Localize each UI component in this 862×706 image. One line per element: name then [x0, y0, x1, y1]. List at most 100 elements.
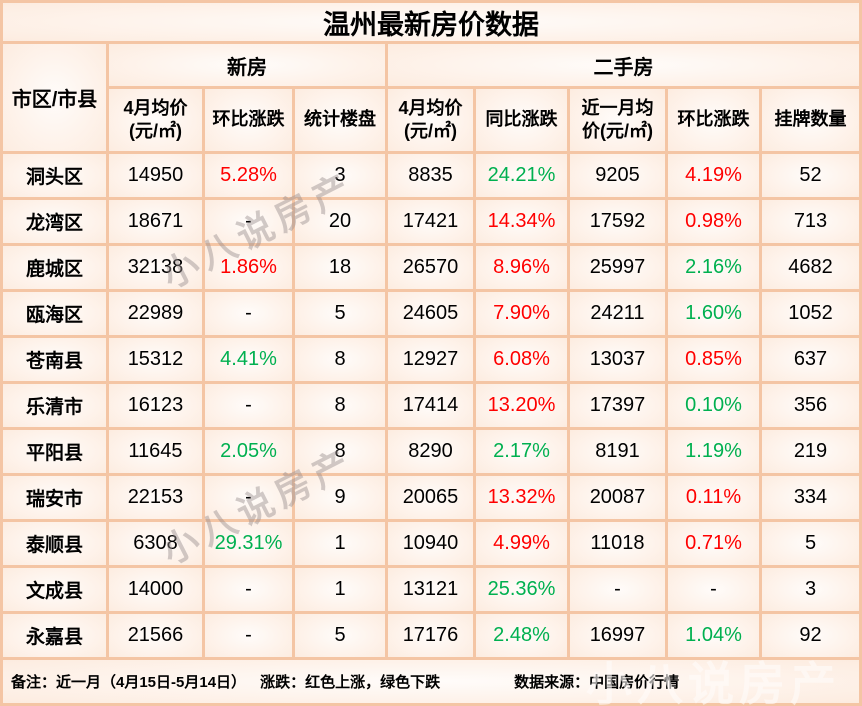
value-cell: 5	[295, 614, 385, 657]
value-cell: 24.21%	[476, 154, 567, 197]
value-cell: 1	[295, 568, 385, 611]
group-header-new-homes: 新房	[109, 44, 385, 86]
region-cell: 平阳县	[3, 430, 106, 473]
value-cell: -	[668, 568, 759, 611]
corner-header: 市区/市县	[3, 44, 106, 151]
value-cell: 0.98%	[668, 200, 759, 243]
value-cell: 8191	[570, 430, 665, 473]
footer-color-legend: 涨跌：红色上涨，绿色下跌	[260, 674, 441, 691]
value-cell: 18671	[109, 200, 202, 243]
value-cell: 9205	[570, 154, 665, 197]
region-cell: 鹿城区	[3, 246, 106, 289]
value-cell: 2.17%	[476, 430, 567, 473]
region-cell: 洞头区	[3, 154, 106, 197]
value-cell: 8290	[388, 430, 473, 473]
value-cell: 17397	[570, 384, 665, 427]
value-cell: 10940	[388, 522, 473, 565]
footer-note: 备注：近一月（4月15日-5月14日）	[11, 674, 247, 691]
header-sh-listing-count: 挂牌数量	[762, 89, 859, 151]
value-cell: 4.19%	[668, 154, 759, 197]
region-cell: 瑞安市	[3, 476, 106, 519]
value-cell: 6308	[109, 522, 202, 565]
value-cell: -	[205, 476, 292, 519]
value-cell: -	[205, 614, 292, 657]
value-cell: 1	[295, 522, 385, 565]
header-new-project-count: 统计楼盘	[295, 89, 385, 151]
value-cell: 14000	[109, 568, 202, 611]
value-cell: 4.99%	[476, 522, 567, 565]
value-cell: 5	[295, 292, 385, 335]
footer-data-source: 数据来源：中国房价行情	[514, 674, 680, 691]
value-cell: 22153	[109, 476, 202, 519]
value-cell: 3	[762, 568, 859, 611]
value-cell: 12927	[388, 338, 473, 381]
value-cell: -	[205, 200, 292, 243]
value-cell: 2.48%	[476, 614, 567, 657]
header-new-april-price: 4月均价 (元/㎡)	[109, 89, 202, 151]
value-cell: 6.08%	[476, 338, 567, 381]
value-cell: 92	[762, 614, 859, 657]
value-cell: 0.71%	[668, 522, 759, 565]
value-cell: 14.34%	[476, 200, 567, 243]
value-cell: 20065	[388, 476, 473, 519]
value-cell: 1052	[762, 292, 859, 335]
region-cell: 龙湾区	[3, 200, 106, 243]
value-cell: 334	[762, 476, 859, 519]
region-cell: 泰顺县	[3, 522, 106, 565]
value-cell: 1.19%	[668, 430, 759, 473]
value-cell: 17592	[570, 200, 665, 243]
value-cell: 20087	[570, 476, 665, 519]
region-cell: 文成县	[3, 568, 106, 611]
value-cell: 25997	[570, 246, 665, 289]
value-cell: 17414	[388, 384, 473, 427]
value-cell: 25.36%	[476, 568, 567, 611]
value-cell: 15312	[109, 338, 202, 381]
header-sh-mom-change: 环比涨跌	[668, 89, 759, 151]
value-cell: 0.85%	[668, 338, 759, 381]
value-cell: 32138	[109, 246, 202, 289]
value-cell: 20	[295, 200, 385, 243]
value-cell: 356	[762, 384, 859, 427]
value-cell: 4.41%	[205, 338, 292, 381]
header-sh-yoy-change: 同比涨跌	[476, 89, 567, 151]
value-cell: 5.28%	[205, 154, 292, 197]
value-cell: 29.31%	[205, 522, 292, 565]
value-cell: 24605	[388, 292, 473, 335]
value-cell: 4682	[762, 246, 859, 289]
header-sh-april-price: 4月均价 (元/㎡)	[388, 89, 473, 151]
value-cell: 24211	[570, 292, 665, 335]
value-cell: 52	[762, 154, 859, 197]
value-cell: 3	[295, 154, 385, 197]
value-cell: 8	[295, 430, 385, 473]
value-cell: 13.20%	[476, 384, 567, 427]
page-title: 温州最新房价数据	[3, 3, 859, 41]
value-cell: 21566	[109, 614, 202, 657]
value-cell: 26570	[388, 246, 473, 289]
value-cell: 13121	[388, 568, 473, 611]
value-cell: 8.96%	[476, 246, 567, 289]
value-cell: 0.10%	[668, 384, 759, 427]
value-cell: 17176	[388, 614, 473, 657]
value-cell: -	[570, 568, 665, 611]
value-cell: 1.04%	[668, 614, 759, 657]
value-cell: 7.90%	[476, 292, 567, 335]
region-cell: 苍南县	[3, 338, 106, 381]
value-cell: 2.16%	[668, 246, 759, 289]
value-cell: 13037	[570, 338, 665, 381]
value-cell: 0.11%	[668, 476, 759, 519]
footer-bar: 备注：近一月（4月15日-5月14日） 涨跌：红色上涨，绿色下跌 数据来源：中国…	[3, 660, 859, 703]
value-cell: 5	[762, 522, 859, 565]
value-cell: 8	[295, 338, 385, 381]
header-sh-month-price: 近一月均 价(元/㎡)	[570, 89, 665, 151]
value-cell: 14950	[109, 154, 202, 197]
value-cell: 16123	[109, 384, 202, 427]
value-cell: 713	[762, 200, 859, 243]
region-cell: 乐清市	[3, 384, 106, 427]
value-cell: 2.05%	[205, 430, 292, 473]
value-cell: -	[205, 384, 292, 427]
value-cell: 11645	[109, 430, 202, 473]
value-cell: 9	[295, 476, 385, 519]
value-cell: 8835	[388, 154, 473, 197]
